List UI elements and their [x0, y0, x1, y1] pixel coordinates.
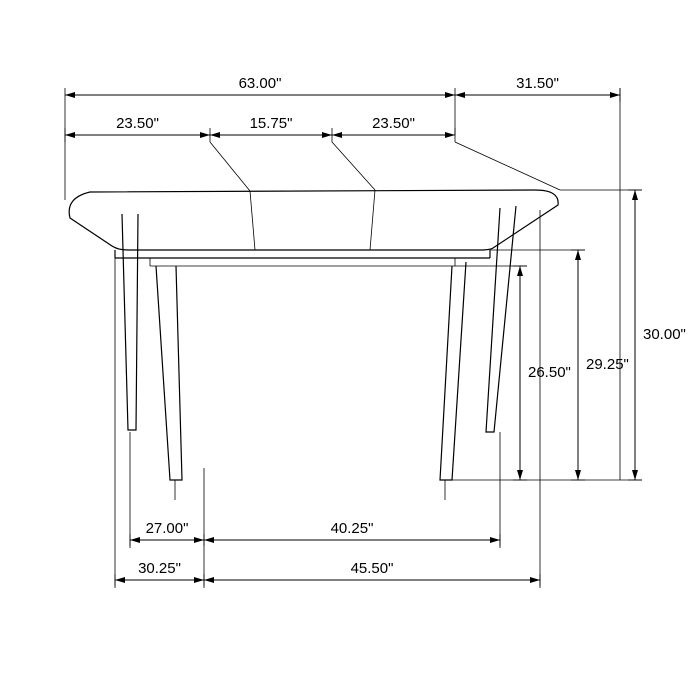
extension-lines: [65, 88, 642, 588]
dim-row2_a: 23.50": [65, 115, 210, 135]
dim-right_h2: 29.25": [578, 250, 629, 480]
dim-row2_b-label: 15.75": [250, 115, 293, 132]
dim-bottom_a: 27.00": [130, 520, 204, 540]
dim-bottom_a-label: 27.00": [146, 520, 189, 537]
dim-row2_a-label: 23.50": [116, 115, 159, 132]
dim-row2_c: 23.50": [332, 115, 455, 135]
dim-row2_b: 15.75": [210, 115, 332, 135]
dim-top_right: 31.50": [455, 75, 620, 95]
dim-bottom_d: 45.50": [204, 560, 540, 580]
dim-right_h1-label: 30.00": [643, 326, 686, 343]
dim-bottom_b-label: 40.25": [331, 520, 374, 537]
dim-top_upper: 63.00": [65, 75, 455, 95]
dim-row2_c-label: 23.50": [372, 115, 415, 132]
dim-bottom_d-label: 45.50": [351, 560, 394, 577]
dim-right_h3-label: 26.50": [528, 364, 571, 381]
dim-right_h1: 30.00": [635, 190, 686, 480]
dim-top_upper-label: 63.00": [239, 75, 282, 92]
dim-right_h3: 26.50": [520, 266, 571, 480]
dim-bottom_b: 40.25": [204, 520, 500, 540]
dimension-drawing: 63.00" 31.50" 23.50" 15.75" 23.50" 27.00" 40.2…: [0, 0, 700, 700]
dimension-set: 63.00" 31.50" 23.50" 15.75" 23.50" 27.00" 40.2…: [65, 75, 686, 583]
dim-bottom_c: 30.25": [115, 560, 204, 580]
dim-bottom_c-label: 30.25": [138, 560, 181, 577]
dim-right_h2-label: 29.25": [586, 356, 629, 373]
table-outline: [69, 190, 558, 480]
dim-top_right-label: 31.50": [516, 75, 559, 92]
